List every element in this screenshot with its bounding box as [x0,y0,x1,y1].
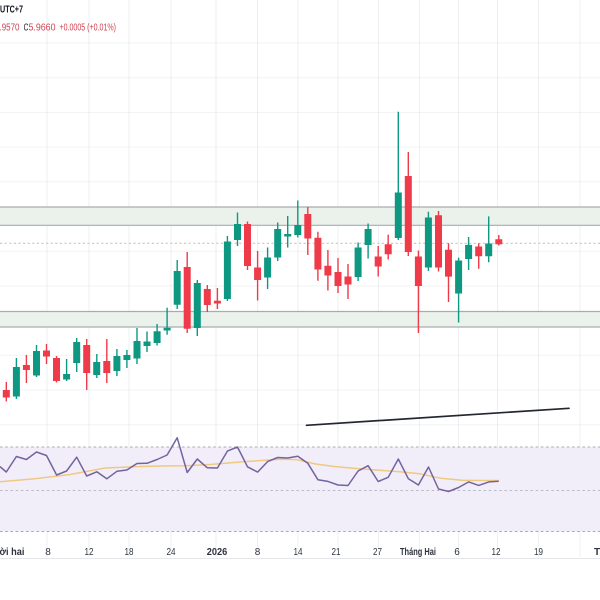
svg-text:12: 12 [85,547,94,558]
svg-text:C: C [24,23,29,34]
svg-text:12: 12 [492,547,501,558]
svg-text:6: 6 [454,547,460,558]
svg-text:5.9660: 5.9660 [29,23,56,34]
svg-text:21: 21 [332,547,341,558]
svg-text:ời hai: ời hai [0,547,25,558]
svg-text:2026: 2026 [207,547,228,558]
svg-text:T: T [594,547,600,558]
svg-text:14: 14 [294,547,303,558]
svg-text:8: 8 [255,547,261,558]
svg-text:19: 19 [534,547,543,558]
svg-text:27: 27 [373,547,382,558]
svg-text:UTC+7: UTC+7 [0,4,23,16]
svg-text:8: 8 [45,547,51,558]
svg-text:Tháng Hai: Tháng Hai [400,547,436,558]
svg-text:+0.0005 (+0.01%): +0.0005 (+0.01%) [60,23,117,34]
svg-text:.9570: .9570 [0,23,20,34]
svg-text:18: 18 [125,547,134,558]
svg-text:24: 24 [167,547,176,558]
